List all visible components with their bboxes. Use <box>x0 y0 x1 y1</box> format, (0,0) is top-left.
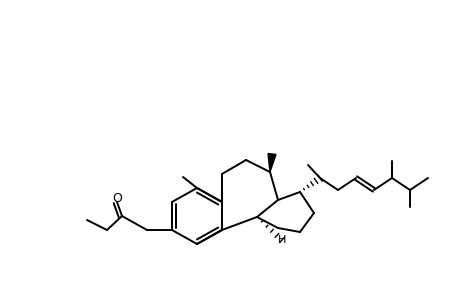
Polygon shape <box>268 154 275 172</box>
Text: H: H <box>277 235 285 245</box>
Text: O: O <box>112 193 122 206</box>
